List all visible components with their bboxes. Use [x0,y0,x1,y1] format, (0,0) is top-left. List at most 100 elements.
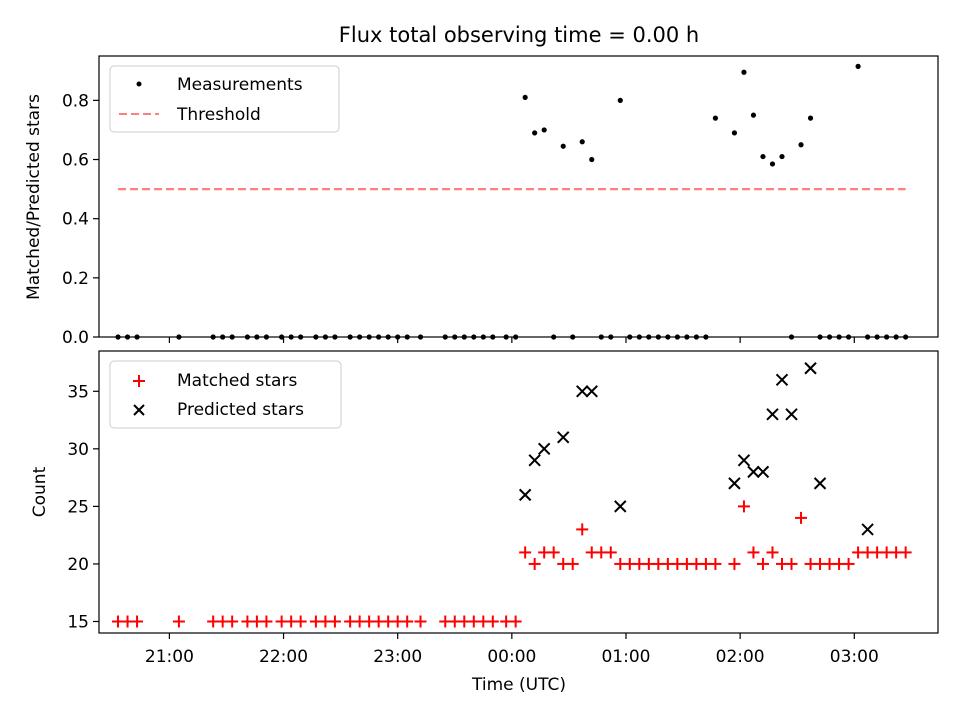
matched-star-point [709,557,722,570]
bottom-y-axis: 15 20 25 30 35 [67,382,99,632]
predicted-star-point [756,465,770,479]
bottom-legend: Matched stars Predicted stars [109,360,342,429]
legend-label-measurements: Measurements [177,75,303,95]
matched-star-point [842,557,855,570]
measurement-point [522,94,528,101]
bottom-y-tick-label: 15 [67,612,89,632]
predicted-star-point [813,477,827,490]
matched-star-point [576,523,589,536]
top-y-axis-label: Matched/Predicted stars [24,94,44,300]
legend-marker-measurements [136,81,142,87]
top-legend-box [109,65,340,133]
matched-star-point [131,615,144,628]
predicted-star-point [804,362,817,375]
matched-star-point [414,615,427,628]
predicted-star-point [775,373,789,386]
matched-star-point [604,546,617,559]
matched-star-point [260,615,273,628]
predicted-star-point [728,477,741,490]
measurement-point [779,153,785,160]
matched-star-point [401,615,414,628]
top-plot-frame [98,55,939,338]
matched-star-point [294,615,307,628]
legend-label-predicted: Predicted stars [177,400,304,420]
matched-star-point [486,615,499,628]
matched-star-point [547,546,560,559]
top-x-axis [168,337,855,343]
bottom-x-tick-label: 21:00 [145,647,194,667]
matched-star-point [747,546,760,559]
bottom-x-tick-label: 01:00 [601,647,650,667]
matched-star-point [795,511,808,524]
matched-star-point [328,615,341,628]
top-y-axis: 0.0 0.2 0.4 0.6 0.8 [62,91,99,348]
predicted-star-point [747,465,760,479]
legend-marker-predicted [133,404,145,416]
matched-star-point [899,546,912,559]
measurement-point [579,139,585,145]
matched-star-point [519,546,532,559]
top-y-tick-label: 0.0 [62,328,89,348]
measurement-series [115,63,909,340]
bottom-y-tick-label: 25 [67,497,89,517]
legend-marker-matched [133,375,145,387]
legend-label-threshold: Threshold [176,105,261,125]
predicted-star-point [737,454,751,467]
matched-star-point [737,500,750,513]
bottom-x-axis-label: Time (UTC) [471,675,566,695]
predicted-star-point [785,408,798,421]
measurement-point [560,143,566,149]
bottom-x-tick-label: 03:00 [830,647,879,667]
predicted-star-point [585,385,598,398]
matched-star-point [528,557,541,570]
predicted-star-point [861,523,874,536]
matched-star-point [728,557,741,570]
measurement-point [617,97,623,103]
predicted-star-point [528,454,541,467]
measurement-point [589,156,595,163]
top-legend: Measurements Threshold [109,65,340,133]
matched-star-point [172,615,185,628]
predicted-star-point [557,431,570,444]
measurement-point [541,127,547,133]
measurement-point [712,115,719,121]
measurement-point [532,130,538,136]
matched-star-point [766,546,779,559]
top-y-tick-label: 0.8 [62,91,89,111]
bottom-y-tick-label: 35 [67,382,89,402]
matched-star-point [785,557,798,570]
bottom-panel: 15 20 25 30 35 21:00 22:00 23:00 00:00 01:00 02:0… [30,350,939,695]
measurement-point [750,112,757,118]
measurement-point [855,63,861,69]
bottom-y-tick-label: 20 [67,555,89,575]
top-y-tick-label: 0.6 [62,151,89,171]
bottom-y-axis-label: Count [30,466,50,517]
bottom-x-tick-label: 00:00 [487,647,536,667]
legend-label-matched: Matched stars [177,371,297,391]
bottom-x-tick-label: 22:00 [259,647,308,667]
matched-star-point [566,557,579,570]
predicted-star-point [766,408,779,421]
bottom-legend-box [109,360,342,429]
top-y-tick-label: 0.4 [62,210,89,230]
matched-star-point [226,615,239,628]
matched-star-point [509,615,522,628]
top-y-tick-label: 0.2 [62,269,89,289]
measurement-point [798,142,804,148]
bottom-x-tick-label: 02:00 [716,647,765,667]
predicted-star-point [518,488,532,502]
bottom-y-tick-label: 30 [67,440,89,460]
measurement-point [731,130,738,136]
top-panel: 0.00.20.40.60.8 Matched/Predicted stars … [24,55,939,348]
predicted-star-point [576,385,589,398]
measurement-point [741,69,747,75]
matched-stars-series [112,500,912,628]
measurement-point [769,161,776,167]
measurement-point [760,153,766,160]
predicted-stars-series [518,362,874,536]
chart-title: Flux total observing time = 0.00 h [339,23,699,47]
predicted-star-point [537,442,551,456]
measurement-point [807,115,814,121]
bottom-x-tick-label: 23:00 [373,647,422,667]
